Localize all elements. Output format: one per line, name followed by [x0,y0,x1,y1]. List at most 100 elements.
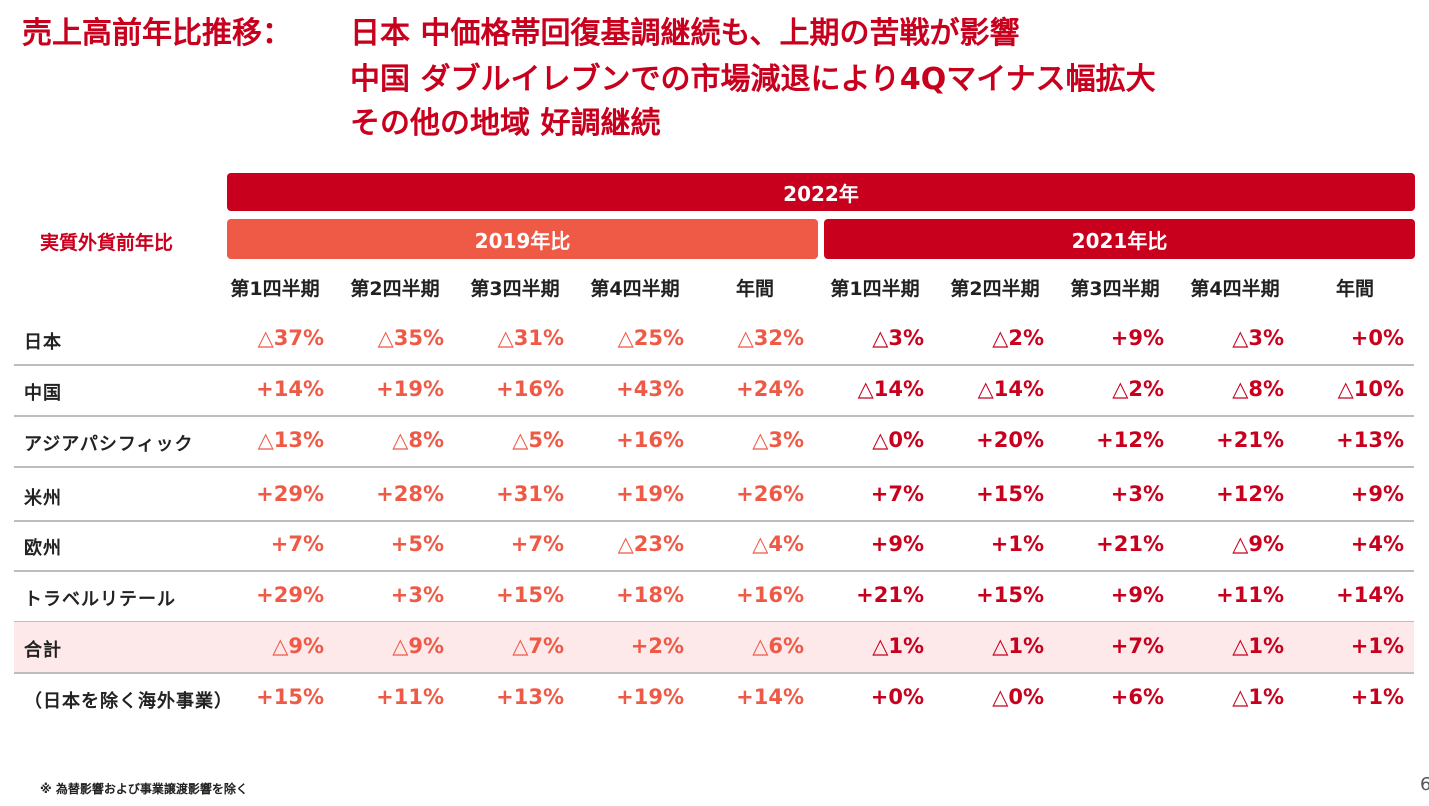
table-cell: +11% [376,685,444,709]
table-cell: +13% [496,685,564,709]
table-cell: △9% [1232,532,1284,556]
row-label: 日本 [24,332,62,353]
slide-title-line-1: 日本 中価格帯回復基調継続も、上期の苦戦が影響 [350,16,1020,51]
table-cell: △1% [992,634,1044,658]
table-cell: △1% [1232,685,1284,709]
column-header-vs2019-1: 第1四半期 [230,278,320,300]
page-number: 6 [1420,774,1429,795]
table-cell: △32% [737,326,804,350]
table-cell: △3% [872,326,924,350]
table-cell: △8% [1232,377,1284,401]
slide-title-label: 売上高前年比推移： [22,16,292,51]
table-cell: +31% [496,482,564,506]
table-cell: △8% [392,428,444,452]
row-label: アジアパシフィック [24,434,194,455]
table-row: トラベルリテール +29% +3% +15% +18% +16% +21% +15% +9% +1… [14,571,1414,623]
table-row: 米州 +29% +28% +31% +19% +26% +7% +15% +3% +12% +9% [14,470,1414,522]
vs-2019-header-bar: 2019年比 [227,219,818,259]
table-cell: +2% [630,634,684,658]
table-cell: △6% [752,634,804,658]
table-cell: △14% [977,377,1044,401]
table-cell: +12% [1096,428,1164,452]
table-cell: +15% [256,685,324,709]
table-row: （日本を除く海外事業） +15% +11% +13% +19% +14% +0% △0% +6%… [14,673,1414,723]
table-cell: △1% [1232,634,1284,658]
table-cell: +19% [616,482,684,506]
table-cell: +20% [976,428,1044,452]
table-cell: △1% [872,634,924,658]
table-cell: +29% [256,583,324,607]
table-cell: △25% [617,326,684,350]
table-cell: +13% [1336,428,1404,452]
table-cell: △4% [752,532,804,556]
table-cell: +16% [496,377,564,401]
table-cell: +4% [1350,532,1404,556]
table-cell: +19% [616,685,684,709]
table-cell: △0% [992,685,1044,709]
table-cell: +7% [870,482,924,506]
table-row: 日本 △37% △35% △31% △25% △32% △3% △2% +9% △3% +0% [14,314,1414,366]
slide-title-line-3: その他の地域 好調継続 [350,106,661,141]
table-cell: +1% [1350,685,1404,709]
table-cell: △35% [377,326,444,350]
table-cell: +0% [870,685,924,709]
column-header-vs2021-4: 第4四半期 [1190,278,1280,300]
table-cell: +14% [1336,583,1404,607]
column-header-vs2021-5: 年間 [1335,278,1374,300]
table-cell: △7% [512,634,564,658]
row-label: 中国 [24,383,62,404]
table-cell: +29% [256,482,324,506]
table-cell: △13% [257,428,324,452]
table-row: 中国 +14% +19% +16% +43% +24% △14% △14% △2% △8% △10% [14,365,1414,417]
table-cell: +12% [1216,482,1284,506]
table-row: 欧州 +7% +5% +7% △23% △4% +9% +1% +21% △9% +4% [14,520,1414,572]
table-cell: +28% [376,482,444,506]
table-row-total: 合計 △9% △9% △7% +2% △6% △1% △1% +7% △1% +1% [14,622,1414,674]
table-row: アジアパシフィック △13% △8% △5% +16% △3% △0% +20% +12% +21… [14,416,1414,468]
table-cell: △9% [272,634,324,658]
footnote: ※ 為替影響および事業譲渡影響を除く [40,782,248,796]
table-cell: +9% [1110,583,1164,607]
table-cell: +11% [1216,583,1284,607]
table-cell: △0% [872,428,924,452]
table-cell: +16% [736,583,804,607]
table-cell: +3% [390,583,444,607]
table-cell: +21% [1216,428,1284,452]
table-cell: +9% [1350,482,1404,506]
table-cell: +7% [510,532,564,556]
table-cell: +24% [736,377,804,401]
table-cell: +1% [1350,634,1404,658]
column-header-vs2021-2: 第2四半期 [950,278,1040,300]
column-header-vs2021-3: 第3四半期 [1070,278,1160,300]
table-cell: △37% [257,326,324,350]
table-cell: +18% [616,583,684,607]
table-cell: △2% [992,326,1044,350]
table-cell: +14% [736,685,804,709]
row-label: 米州 [24,488,62,509]
column-header-vs2019-2: 第2四半期 [350,278,440,300]
table-cell: +21% [1096,532,1164,556]
table-cell: +5% [390,532,444,556]
table-cell: △3% [1232,326,1284,350]
table-cell: +1% [990,532,1044,556]
table-cell: △5% [512,428,564,452]
column-header-vs2019-3: 第3四半期 [470,278,560,300]
slide-title-line-2: 中国 ダブルイレブンでの市場減退により4Qマイナス幅拡大 [350,62,1156,97]
row-label: 合計 [24,640,62,661]
vs-2021-header-bar: 2021年比 [824,219,1415,259]
table-cell: +0% [1350,326,1404,350]
table-cell: +15% [976,482,1044,506]
table-cell: +3% [1110,482,1164,506]
table-cell: △31% [497,326,564,350]
table-cell: +6% [1110,685,1164,709]
table-cell: △23% [617,532,684,556]
table-cell: +21% [856,583,924,607]
column-header-vs2021-1: 第1四半期 [830,278,920,300]
table-cell: +16% [616,428,684,452]
table-cell: +19% [376,377,444,401]
table-cell: +26% [736,482,804,506]
column-header-vs2019-5: 年間 [735,278,774,300]
table-cell: △2% [1112,377,1164,401]
table-cell: +9% [870,532,924,556]
row-label: トラベルリテール [24,589,176,610]
